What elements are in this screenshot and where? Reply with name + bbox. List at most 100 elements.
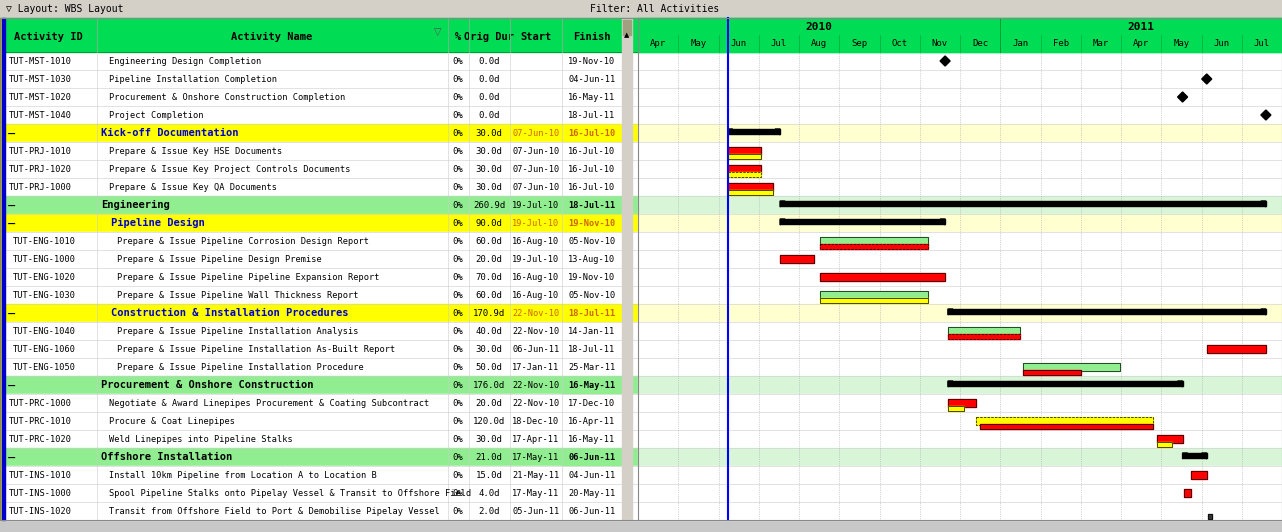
Bar <box>1185 489 1191 497</box>
Polygon shape <box>728 129 733 135</box>
Text: 0%: 0% <box>453 201 463 210</box>
Text: 05-Nov-10: 05-Nov-10 <box>568 237 615 246</box>
Bar <box>0 268 638 286</box>
Text: 16-May-11: 16-May-11 <box>568 93 615 102</box>
Bar <box>622 18 632 520</box>
Text: ▽: ▽ <box>435 27 441 37</box>
Text: Negotiate & Award Linepipes Procurement & Coating Subcontract: Negotiate & Award Linepipes Procurement … <box>109 399 429 408</box>
Bar <box>638 214 1282 232</box>
Text: 05-Jun-11: 05-Jun-11 <box>513 507 560 516</box>
Bar <box>728 190 773 195</box>
Bar <box>562 377 620 393</box>
Bar <box>1023 363 1119 371</box>
Text: 0%: 0% <box>453 489 463 498</box>
Bar <box>0 232 638 250</box>
Bar <box>947 327 1020 335</box>
Polygon shape <box>779 201 785 207</box>
Bar <box>0 430 638 448</box>
Text: Prepare & Issue Pipeline Pipeline Expansion Report: Prepare & Issue Pipeline Pipeline Expans… <box>117 273 379 282</box>
Text: 0.0d: 0.0d <box>478 111 500 120</box>
Text: 19-Nov-10: 19-Nov-10 <box>568 219 615 228</box>
Text: 18-Jul-11: 18-Jul-11 <box>568 201 615 210</box>
Bar <box>638 430 1282 448</box>
Bar <box>779 255 814 263</box>
Bar <box>0 502 638 520</box>
Text: TUT-ENG-1050: TUT-ENG-1050 <box>13 363 76 372</box>
Text: 04-Jun-11: 04-Jun-11 <box>568 471 615 480</box>
Text: Apr: Apr <box>650 39 667 48</box>
Text: TUT-ENG-1000: TUT-ENG-1000 <box>13 255 76 264</box>
Polygon shape <box>947 309 953 315</box>
Text: 19-Jul-10: 19-Jul-10 <box>513 201 560 210</box>
Polygon shape <box>779 219 785 225</box>
Text: May: May <box>1173 39 1190 48</box>
Text: 25-Mar-11: 25-Mar-11 <box>568 363 615 372</box>
Bar <box>728 165 760 173</box>
Text: Prepare & Issue Pipeline Installation As-Built Report: Prepare & Issue Pipeline Installation As… <box>117 345 395 354</box>
Text: Prepare & Issue Pipeline Design Premise: Prepare & Issue Pipeline Design Premise <box>117 255 322 264</box>
Polygon shape <box>1261 110 1270 120</box>
Text: 30.0d: 30.0d <box>476 147 503 156</box>
Bar <box>0 52 638 70</box>
Text: 17-Dec-10: 17-Dec-10 <box>568 399 615 408</box>
Text: TUT-ENG-1040: TUT-ENG-1040 <box>13 327 76 336</box>
Text: Engineering Design Completion: Engineering Design Completion <box>109 57 262 66</box>
Polygon shape <box>776 129 779 135</box>
Bar <box>638 466 1282 484</box>
Text: TUT-INS-1010: TUT-INS-1010 <box>9 471 72 480</box>
Bar <box>820 291 928 299</box>
Text: 176.0d: 176.0d <box>473 381 505 390</box>
Text: 18-Jul-11: 18-Jul-11 <box>568 309 615 318</box>
Bar <box>638 232 1282 250</box>
Bar <box>947 327 1020 335</box>
Text: 22-Nov-10: 22-Nov-10 <box>513 327 560 336</box>
Bar <box>638 142 1282 160</box>
Text: 06-Jun-11: 06-Jun-11 <box>513 345 560 354</box>
Text: 0.0d: 0.0d <box>478 93 500 102</box>
Bar <box>638 322 1282 340</box>
Bar <box>638 304 1282 322</box>
Bar <box>820 244 928 249</box>
Bar <box>1000 18 1282 35</box>
Text: TUT-MST-1010: TUT-MST-1010 <box>9 57 72 66</box>
Text: Start: Start <box>520 32 551 41</box>
Bar <box>0 196 638 214</box>
Bar <box>562 125 620 141</box>
Bar <box>638 52 1282 70</box>
Bar <box>976 417 1154 425</box>
Text: Weld Linepipes into Pipeline Stalks: Weld Linepipes into Pipeline Stalks <box>109 435 292 444</box>
Text: 13-Aug-10: 13-Aug-10 <box>568 255 615 264</box>
Text: 0%: 0% <box>453 417 463 426</box>
Text: Install 10km Pipeline from Location A to Location B: Install 10km Pipeline from Location A to… <box>109 471 377 480</box>
Text: −: − <box>6 452 17 462</box>
Bar <box>728 147 760 155</box>
Bar <box>0 448 638 466</box>
Bar <box>1023 370 1081 375</box>
Bar <box>0 466 638 484</box>
Bar <box>820 298 928 303</box>
Text: 30.0d: 30.0d <box>476 129 503 138</box>
Text: 07-Jun-10: 07-Jun-10 <box>513 147 560 156</box>
Bar <box>0 88 638 106</box>
Bar <box>947 399 976 407</box>
Bar <box>728 190 773 195</box>
Bar <box>562 449 620 465</box>
Text: 19-Jul-10: 19-Jul-10 <box>513 219 560 228</box>
Text: 0%: 0% <box>453 147 463 156</box>
Bar <box>947 399 976 407</box>
Text: 2.0d: 2.0d <box>478 507 500 516</box>
Text: 0%: 0% <box>453 345 463 354</box>
Bar <box>728 154 760 159</box>
Bar <box>1158 435 1182 443</box>
Bar <box>779 219 945 224</box>
Text: 20.0d: 20.0d <box>476 255 503 264</box>
Text: 0.0d: 0.0d <box>478 75 500 84</box>
Bar <box>0 142 638 160</box>
Text: 20.0d: 20.0d <box>476 399 503 408</box>
Bar <box>1209 514 1213 519</box>
Bar <box>0 214 638 232</box>
Polygon shape <box>1178 92 1187 102</box>
Text: 06-Jun-11: 06-Jun-11 <box>568 507 615 516</box>
Text: 0%: 0% <box>453 363 463 372</box>
Bar <box>947 406 964 411</box>
